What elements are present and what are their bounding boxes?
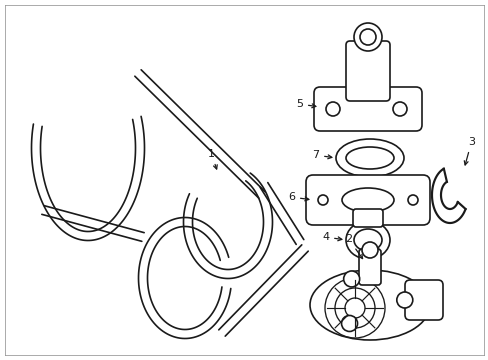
Circle shape [353, 23, 381, 51]
Text: 6: 6 [287, 192, 308, 202]
Circle shape [392, 102, 406, 116]
Circle shape [359, 29, 375, 45]
Ellipse shape [346, 221, 389, 259]
Text: 4: 4 [321, 232, 341, 242]
Circle shape [396, 292, 412, 308]
Text: 1: 1 [207, 149, 217, 169]
Ellipse shape [353, 229, 381, 251]
Circle shape [361, 242, 377, 258]
Circle shape [341, 315, 357, 332]
Circle shape [407, 195, 417, 205]
Circle shape [325, 102, 339, 116]
Ellipse shape [341, 188, 393, 212]
Text: 2: 2 [345, 234, 362, 258]
Ellipse shape [309, 270, 429, 340]
Text: 7: 7 [311, 150, 331, 160]
FancyBboxPatch shape [313, 87, 421, 131]
Ellipse shape [335, 139, 403, 177]
FancyBboxPatch shape [404, 280, 442, 320]
FancyBboxPatch shape [346, 41, 389, 101]
Text: 3: 3 [463, 137, 474, 165]
Text: 5: 5 [295, 99, 315, 109]
Ellipse shape [346, 147, 393, 169]
FancyBboxPatch shape [305, 175, 429, 225]
Circle shape [343, 271, 359, 287]
FancyBboxPatch shape [358, 249, 380, 285]
Circle shape [317, 195, 327, 205]
FancyBboxPatch shape [352, 209, 382, 227]
